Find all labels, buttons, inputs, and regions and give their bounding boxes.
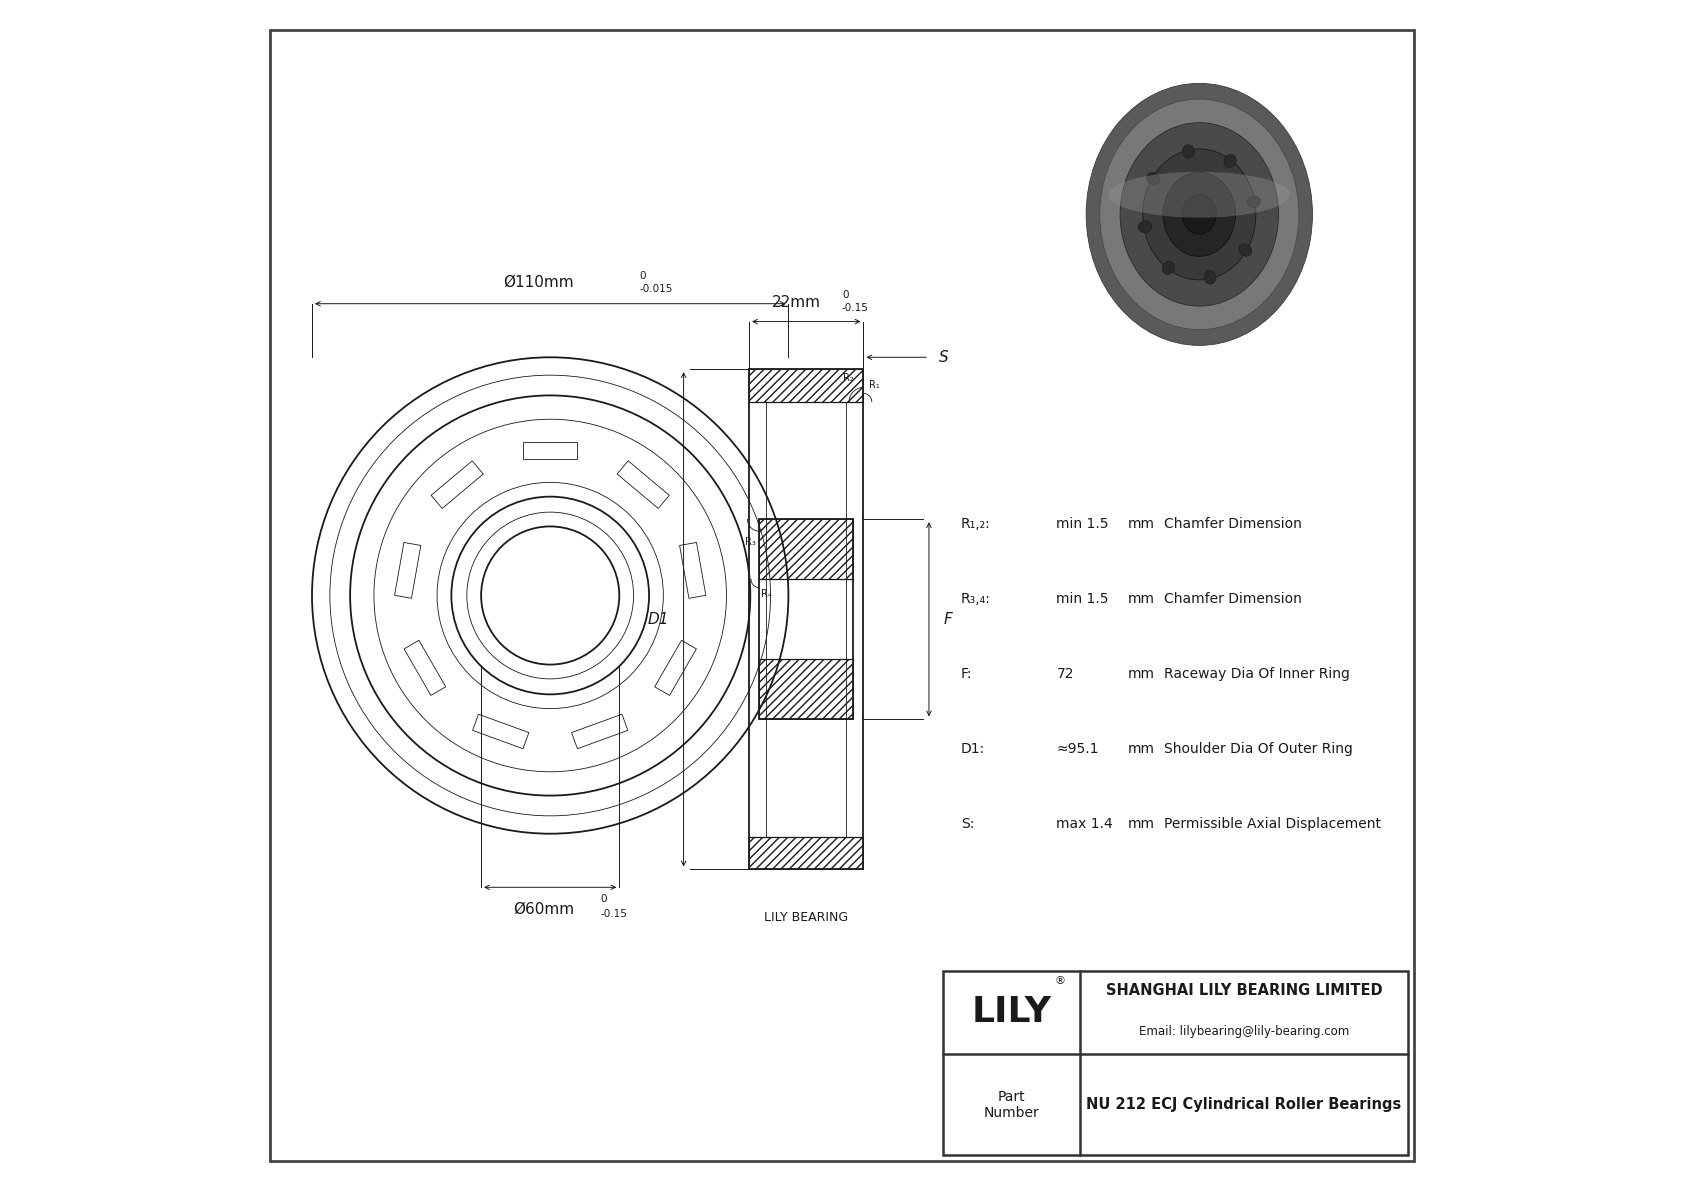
Ellipse shape — [1143, 149, 1256, 280]
Text: mm: mm — [1128, 742, 1155, 756]
Text: -0.15: -0.15 — [842, 304, 869, 313]
Ellipse shape — [1147, 173, 1160, 185]
Text: 0: 0 — [842, 291, 849, 300]
Text: R₃: R₃ — [744, 537, 756, 547]
Text: R₄: R₄ — [761, 588, 771, 599]
Text: R₁: R₁ — [869, 380, 881, 389]
Text: -0.015: -0.015 — [640, 285, 674, 294]
Text: Ø60mm: Ø60mm — [514, 902, 574, 917]
Text: R₁,₂:: R₁,₂: — [962, 517, 990, 531]
Text: LILY BEARING: LILY BEARING — [765, 911, 849, 924]
Ellipse shape — [1224, 155, 1236, 168]
Ellipse shape — [1204, 270, 1216, 285]
Text: R₂: R₂ — [844, 373, 854, 382]
Text: min 1.5: min 1.5 — [1056, 592, 1108, 606]
Ellipse shape — [1164, 173, 1236, 256]
Text: D1:: D1: — [962, 742, 985, 756]
Text: LILY: LILY — [972, 996, 1051, 1029]
Text: 72: 72 — [1056, 667, 1074, 681]
Text: S: S — [938, 350, 948, 364]
Ellipse shape — [1120, 123, 1278, 306]
Ellipse shape — [1100, 99, 1298, 330]
Ellipse shape — [1086, 83, 1312, 345]
Text: F:: F: — [962, 667, 973, 681]
Ellipse shape — [1246, 197, 1260, 207]
Text: mm: mm — [1128, 517, 1155, 531]
Text: ≈95.1: ≈95.1 — [1056, 742, 1100, 756]
Text: Raceway Dia Of Inner Ring: Raceway Dia Of Inner Ring — [1164, 667, 1349, 681]
Text: NU 212 ECJ Cylindrical Roller Bearings: NU 212 ECJ Cylindrical Roller Bearings — [1086, 1097, 1401, 1112]
Ellipse shape — [1239, 244, 1251, 256]
Text: Chamfer Dimension: Chamfer Dimension — [1164, 517, 1302, 531]
Text: SHANGHAI LILY BEARING LIMITED: SHANGHAI LILY BEARING LIMITED — [1106, 984, 1383, 998]
Text: 22mm: 22mm — [773, 294, 822, 310]
Text: Ø110mm: Ø110mm — [504, 274, 574, 289]
Text: ®: ® — [1054, 977, 1066, 986]
Text: S:: S: — [962, 817, 975, 831]
Ellipse shape — [1138, 222, 1152, 232]
Ellipse shape — [1182, 144, 1194, 158]
Text: R₃,₄:: R₃,₄: — [962, 592, 990, 606]
Text: mm: mm — [1128, 592, 1155, 606]
Text: Shoulder Dia Of Outer Ring: Shoulder Dia Of Outer Ring — [1164, 742, 1352, 756]
Text: max 1.4: max 1.4 — [1056, 817, 1113, 831]
Text: D1: D1 — [648, 612, 669, 626]
Text: mm: mm — [1128, 817, 1155, 831]
Ellipse shape — [1182, 195, 1216, 235]
Text: Email: lilybearing@lily-bearing.com: Email: lilybearing@lily-bearing.com — [1138, 1025, 1349, 1037]
Text: -0.15: -0.15 — [600, 909, 626, 918]
Text: 0: 0 — [600, 894, 606, 904]
Text: F: F — [943, 612, 951, 626]
Ellipse shape — [1162, 261, 1175, 274]
Text: 0: 0 — [640, 272, 647, 281]
Text: mm: mm — [1128, 667, 1155, 681]
Text: Permissible Axial Displacement: Permissible Axial Displacement — [1164, 817, 1381, 831]
Text: Part
Number: Part Number — [983, 1090, 1039, 1120]
Text: min 1.5: min 1.5 — [1056, 517, 1108, 531]
Ellipse shape — [1108, 172, 1290, 218]
Text: Chamfer Dimension: Chamfer Dimension — [1164, 592, 1302, 606]
